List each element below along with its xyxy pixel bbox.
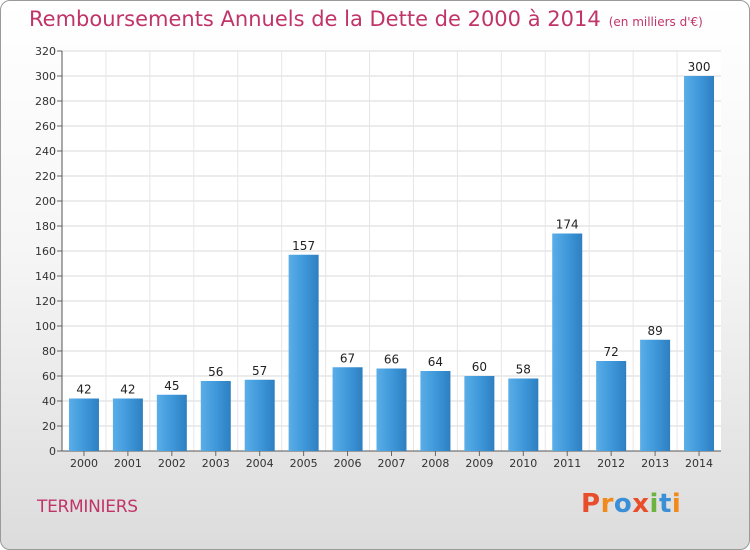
bar bbox=[156, 394, 187, 451]
data-label: 66 bbox=[384, 353, 399, 367]
data-label: 58 bbox=[516, 363, 531, 377]
y-tick-label: 100 bbox=[35, 320, 56, 333]
bar bbox=[244, 379, 275, 451]
bar bbox=[420, 371, 451, 451]
data-label: 67 bbox=[340, 351, 355, 365]
x-tick-label: 2008 bbox=[421, 457, 449, 470]
y-tick-label: 320 bbox=[35, 45, 56, 58]
data-label: 42 bbox=[76, 383, 91, 397]
data-label: 174 bbox=[556, 218, 579, 232]
y-tick-label: 0 bbox=[49, 445, 56, 458]
commune-name: TERMINIERS bbox=[37, 497, 138, 517]
data-label: 42 bbox=[120, 383, 135, 397]
y-tick-label: 120 bbox=[35, 295, 56, 308]
x-tick-label: 2003 bbox=[202, 457, 230, 470]
y-tick-label: 160 bbox=[35, 245, 56, 258]
y-tick-label: 280 bbox=[35, 95, 56, 108]
x-tick-label: 2013 bbox=[641, 457, 669, 470]
x-tick-label: 2012 bbox=[597, 457, 625, 470]
x-tick-label: 2011 bbox=[553, 457, 581, 470]
proxiti-logo: Proxiti bbox=[581, 489, 681, 519]
data-label: 72 bbox=[604, 345, 619, 359]
data-label: 45 bbox=[164, 379, 179, 393]
bar bbox=[508, 378, 539, 451]
data-label: 157 bbox=[292, 239, 315, 253]
data-label: 60 bbox=[472, 360, 487, 374]
data-label: 89 bbox=[647, 324, 662, 338]
logo-letter: P bbox=[581, 489, 601, 519]
bar bbox=[596, 361, 627, 451]
x-tick-label: 2000 bbox=[70, 457, 98, 470]
x-tick-label: 2014 bbox=[685, 457, 713, 470]
x-tick-label: 2005 bbox=[290, 457, 318, 470]
x-tick-label: 2004 bbox=[246, 457, 274, 470]
logo-letter: i bbox=[671, 489, 682, 519]
y-tick-label: 220 bbox=[35, 170, 56, 183]
y-tick-label: 80 bbox=[42, 345, 56, 358]
logo-letter: r bbox=[600, 489, 614, 519]
data-label: 57 bbox=[252, 364, 267, 378]
logo-letter: t bbox=[658, 489, 672, 519]
x-tick-label: 2010 bbox=[509, 457, 537, 470]
title-row: Remboursements Annuels de la Dette de 20… bbox=[29, 7, 703, 31]
x-tick-label: 2002 bbox=[158, 457, 186, 470]
x-tick-label: 2009 bbox=[465, 457, 493, 470]
bar bbox=[640, 339, 671, 451]
y-tick-label: 260 bbox=[35, 120, 56, 133]
logo-letter: o bbox=[613, 489, 633, 519]
bar bbox=[464, 376, 495, 451]
logo-letter: i bbox=[649, 489, 659, 519]
x-tick-label: 2006 bbox=[334, 457, 362, 470]
bar bbox=[684, 76, 715, 451]
y-tick-label: 140 bbox=[35, 270, 56, 283]
y-tick-label: 40 bbox=[42, 395, 56, 408]
bar bbox=[552, 233, 583, 451]
y-tick-label: 300 bbox=[35, 70, 56, 83]
bar bbox=[288, 254, 319, 451]
x-tick-label: 2007 bbox=[378, 457, 406, 470]
y-tick-label: 180 bbox=[35, 220, 56, 233]
y-tick-label: 20 bbox=[42, 420, 56, 433]
bar bbox=[200, 381, 231, 451]
x-tick-label: 2001 bbox=[114, 457, 142, 470]
logo-letter: x bbox=[632, 489, 650, 519]
bar bbox=[332, 367, 363, 451]
y-tick-label: 60 bbox=[42, 370, 56, 383]
chart-title: Remboursements Annuels de la Dette de 20… bbox=[29, 7, 601, 31]
y-tick-label: 240 bbox=[35, 145, 56, 158]
bar bbox=[112, 398, 143, 451]
bar bbox=[376, 368, 407, 451]
data-label: 64 bbox=[428, 355, 443, 369]
bar bbox=[68, 398, 99, 451]
data-label: 300 bbox=[688, 60, 711, 74]
chart-subtitle: (en milliers d'€) bbox=[608, 15, 703, 29]
y-tick-label: 200 bbox=[35, 195, 56, 208]
data-label: 56 bbox=[208, 365, 223, 379]
